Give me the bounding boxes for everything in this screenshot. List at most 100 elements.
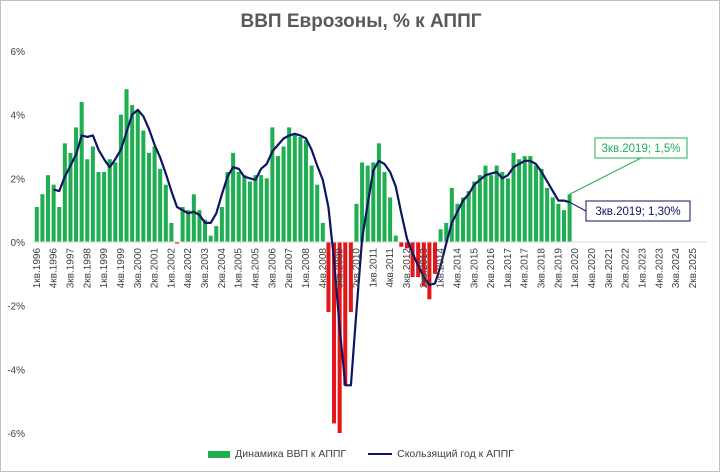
gdp-bar: [376, 143, 381, 242]
gdp-bar: [107, 159, 112, 242]
gdp-bar: [567, 194, 572, 242]
legend-item-bars: Динамика ВВП к АППГ: [208, 448, 346, 460]
gdp-bar: [505, 178, 510, 242]
x-tick-label: 2кв.2001: [150, 248, 161, 289]
gdp-bar: [180, 206, 185, 242]
x-tick-label: 2кв.2019: [553, 248, 564, 289]
gdp-bar: [253, 175, 258, 242]
y-tick-label: -6%: [7, 429, 25, 440]
gdp-bar: [421, 242, 426, 287]
gdp-bar: [34, 206, 39, 242]
x-tick-label: 3кв.2024: [671, 248, 682, 289]
x-tick-label: 2кв.2007: [284, 248, 295, 289]
rolling-year-line: [53, 108, 570, 387]
x-tick-label: 2кв.2022: [621, 248, 632, 289]
gdp-bar: [219, 206, 224, 242]
x-tick-label: 3кв.2018: [537, 248, 548, 289]
gdp-bar: [118, 114, 123, 242]
gdp-bar: [275, 156, 280, 242]
x-tick-label: 4кв.2023: [654, 248, 665, 289]
gdp-bar: [79, 101, 84, 242]
gdp-bar: [90, 146, 95, 242]
gdp-bar: [208, 235, 213, 242]
y-tick-label: 0%: [11, 238, 26, 249]
gdp-bar: [511, 152, 516, 242]
gdp-bar: [287, 127, 292, 242]
y-tick-label: 6%: [11, 47, 26, 58]
gdp-bar: [539, 168, 544, 242]
gdp-bar: [320, 222, 325, 242]
gdp-bar: [298, 136, 303, 242]
chart-title: ВВП Еврозоны, % к АППГ: [240, 11, 482, 32]
x-tick-label: 1кв.1996: [32, 248, 43, 289]
gdp-bar: [270, 127, 275, 242]
annotation-box-line: [585, 200, 691, 222]
gdp-bar: [135, 111, 140, 242]
gdp-bar: [404, 242, 409, 249]
x-tick-label: 1кв.1999: [99, 248, 110, 289]
gdp-bar: [62, 143, 67, 242]
gdp-bar: [309, 165, 314, 242]
gdp-bar: [203, 219, 208, 242]
x-tick-label: 1кв.2011: [368, 248, 379, 288]
gdp-bar: [146, 152, 151, 242]
gdp-bar: [130, 105, 135, 242]
gdp-bar: [102, 171, 107, 242]
gdp-bar: [281, 146, 286, 242]
x-tick-label: 1кв.2014: [436, 248, 447, 289]
x-tick-label: 1кв.2023: [638, 248, 649, 289]
y-tick-label: 4%: [11, 111, 26, 122]
x-tick-label: 4кв.2014: [452, 248, 463, 289]
gdp-bar: [174, 242, 180, 244]
gdp-bar: [113, 162, 118, 242]
annotation-label-line: 3кв.2019; 1,30%: [595, 206, 680, 218]
gdp-bar: [533, 165, 538, 242]
gdp-bar: [326, 242, 331, 313]
x-tick-label: 2кв.1998: [82, 248, 93, 289]
gdp-bar: [74, 127, 79, 242]
gdp-bar: [393, 235, 398, 242]
gdp-bar: [438, 229, 443, 242]
x-tick-label: 3кв.2021: [604, 248, 615, 289]
gdp-bar: [399, 242, 404, 247]
gdp-bar: [360, 162, 365, 242]
x-tick-label: 4кв.2008: [318, 248, 329, 289]
x-tick-label: 2кв.2025: [688, 248, 699, 289]
x-tick-label: 1кв.2017: [503, 248, 514, 289]
x-tick-label: 1кв.2008: [301, 248, 312, 289]
gdp-bar: [528, 156, 533, 242]
x-tick-label: 3кв.2009: [335, 248, 346, 289]
y-tick-label: -2%: [7, 302, 25, 313]
gdp-bar: [494, 165, 499, 242]
gdp-bar: [500, 171, 505, 242]
x-tick-label: 4кв.1996: [49, 248, 60, 289]
x-tick-label: 3кв.2006: [267, 248, 278, 289]
gdp-bar: [550, 197, 555, 242]
gdp-bar: [264, 178, 269, 242]
gdp-bar: [214, 226, 219, 242]
gdp-bar: [432, 242, 438, 274]
gdp-bar: [124, 89, 129, 242]
gdp-bar: [382, 171, 387, 242]
gdp-bar: [163, 184, 168, 242]
gdp-bar: [259, 175, 264, 242]
x-tick-label: 3кв.2015: [469, 248, 480, 289]
annotation-leader-line: [569, 201, 587, 212]
gdp-bar: [225, 171, 230, 242]
x-tick-label: 2кв.2004: [217, 248, 228, 289]
gdp-bar: [561, 210, 567, 242]
gdp-bar: [169, 222, 174, 242]
gdp-bar: [522, 156, 527, 242]
gdp-bar: [371, 162, 376, 242]
annotation-label-bars: 3кв.2019; 1,5%: [602, 143, 681, 155]
gdp-bar: [96, 171, 101, 242]
gdp-bar: [303, 140, 309, 242]
x-tick-label: 4кв.2011: [385, 248, 396, 288]
x-tick-label: 3кв.2003: [200, 248, 211, 289]
gdp-bar: [461, 197, 466, 242]
gdp-bar: [388, 197, 393, 242]
gdp-bar: [483, 165, 488, 242]
gdp-bar: [40, 194, 45, 242]
